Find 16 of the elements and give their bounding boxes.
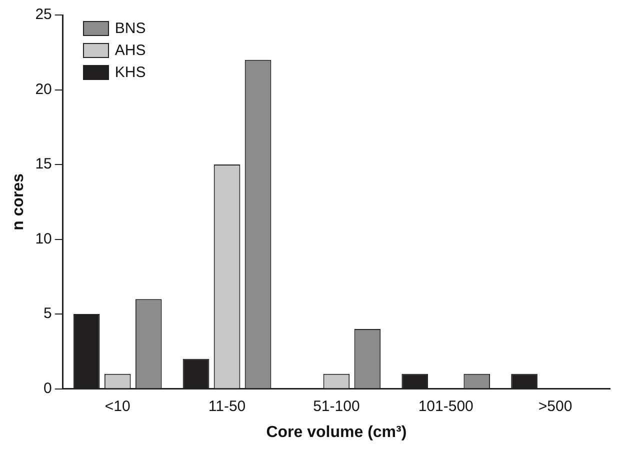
legend-label: AHS (114, 40, 146, 60)
y-tick-label: 5 (44, 305, 52, 322)
y-tick-label: 15 (35, 156, 52, 173)
y-tick-label: 25 (35, 6, 52, 24)
x-tick-label: <10 (104, 398, 130, 415)
y-tick-label: 20 (35, 80, 52, 98)
y-axis-title: n cores (10, 173, 28, 230)
y-tick-label: 10 (35, 230, 52, 248)
x-tick-label: >500 (538, 398, 572, 415)
x-tick-label: 11-50 (208, 398, 246, 415)
legend-label: KHS (114, 62, 146, 82)
x-tick-label: 51-100 (313, 398, 360, 415)
x-axis-title: Core volume (cm³) (266, 424, 407, 441)
y-tick-label: 0 (44, 380, 52, 397)
legend-label: BNS (114, 18, 146, 38)
x-tick-label: 101-500 (418, 398, 474, 415)
